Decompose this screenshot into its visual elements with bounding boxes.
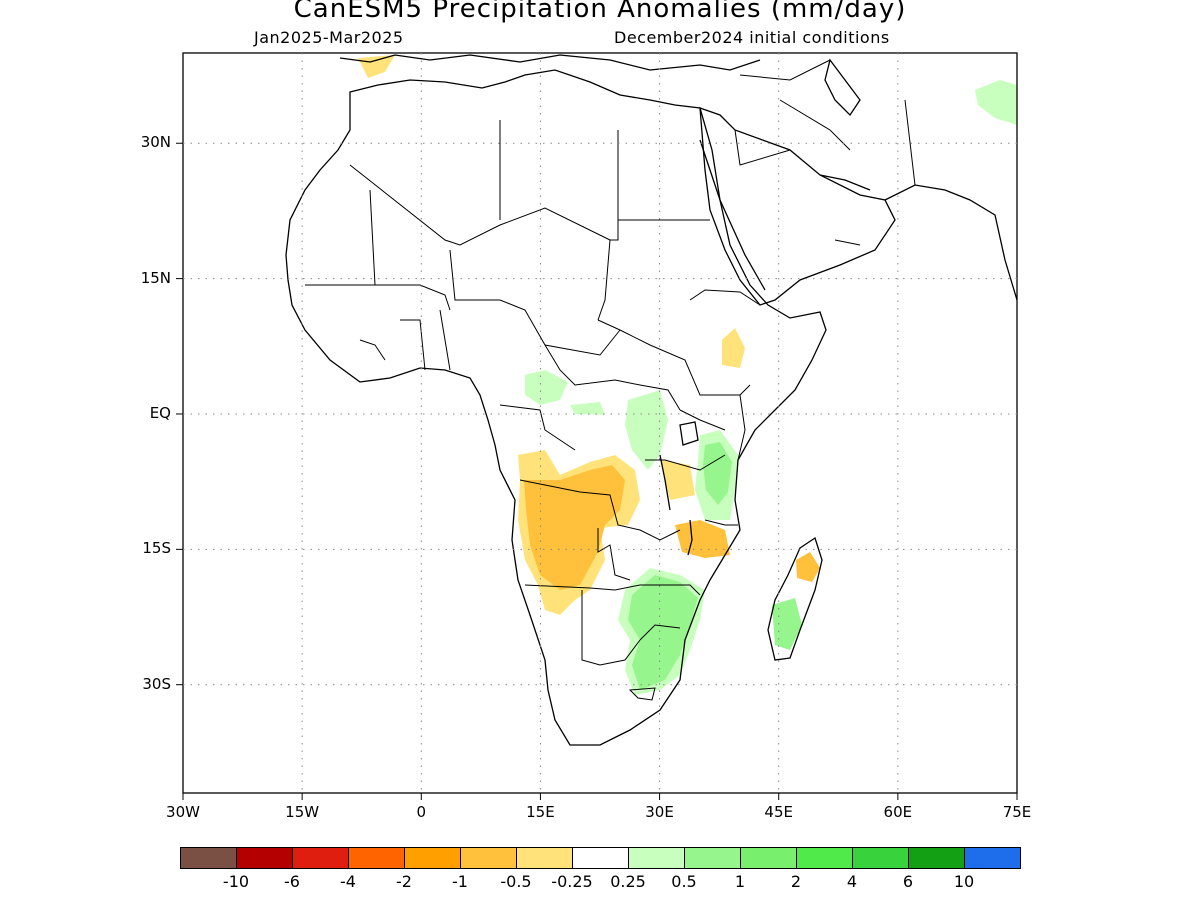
colorbar-label: -4 [340, 872, 356, 891]
anomaly-congo-wet [570, 402, 605, 415]
colorbar-label: -0.5 [500, 872, 532, 891]
anomaly-tanzania-dry [660, 460, 695, 500]
anomaly-madagascar-dry [796, 552, 820, 582]
madagascar [767, 536, 823, 661]
lake-victoria [679, 421, 699, 446]
colorbar-label: 0.5 [671, 872, 697, 891]
arabian-peninsula [699, 107, 896, 306]
colorbar-label: -0.25 [551, 872, 593, 891]
colorbar-swatch [964, 847, 1021, 869]
colorbar-label: -10 [222, 872, 250, 891]
map-title: CanESM5 Precipitation Anomalies (mm/day) [293, 0, 907, 24]
lat-tick-label: 30S [142, 674, 171, 693]
anomaly-shading [358, 55, 1017, 695]
colorbar-swatch [684, 847, 741, 869]
colorbar-label: 10 [953, 872, 975, 891]
lake-malawi [687, 519, 693, 556]
lon-tick-label: 75E [1002, 803, 1032, 821]
colorbar-swatch [236, 847, 293, 869]
lat-tick-label: 30N [140, 133, 171, 152]
red-sea [699, 139, 766, 291]
colorbar-swatch [292, 847, 349, 869]
colorbar-label: 0.25 [610, 872, 646, 891]
colorbar-swatch [908, 847, 965, 869]
anomaly-angola-core [524, 465, 625, 590]
lat-tick-label: EQ [149, 403, 171, 422]
colorbar-label: 2 [790, 872, 802, 891]
colorbar-swatch [348, 847, 405, 869]
lon-tick-label: 60E [883, 803, 913, 821]
lake-tanganyika [659, 454, 671, 511]
asia-coast [884, 184, 1017, 301]
anomaly-iran-wet [975, 80, 1017, 125]
lon-tick-label: 30W [166, 803, 200, 821]
coastlines [285, 54, 1017, 746]
anomaly-cameroon-wet [525, 370, 568, 405]
lon-tick-label: 0 [416, 803, 427, 821]
anomaly-ethiopia-dry [722, 328, 745, 368]
colorbar-label: -6 [284, 872, 300, 891]
lat-tick-label: 15S [142, 539, 171, 558]
colorbar-label: -2 [396, 872, 412, 891]
lon-tick-label: 15W [285, 803, 320, 821]
anomaly-malawi-dry [675, 520, 730, 558]
colorbar-swatch [516, 847, 573, 869]
lon-tick-label: 45E [764, 803, 793, 821]
plot-frame [182, 52, 1018, 794]
anomaly-zimbabwe-core [628, 575, 698, 690]
lon-tick-label: 15E [526, 803, 555, 821]
colorbar-swatch [796, 847, 853, 869]
colorbar-swatch [460, 847, 517, 869]
colorbar-label: 4 [846, 872, 858, 891]
anomaly-morocco-dry [358, 55, 395, 78]
country-borders [305, 59, 916, 701]
colorbar-swatch [852, 847, 909, 869]
lat-tick-label: 15N [140, 268, 171, 287]
gridlines [183, 53, 1017, 793]
forecast-period: Jan2025-Mar2025 [254, 28, 404, 47]
colorbar-swatch [180, 847, 237, 869]
anomaly-great-lakes-wet [625, 390, 668, 470]
lon-tick-label: 30E [645, 803, 674, 821]
colorbar-label: 6 [902, 872, 914, 891]
colorbar-swatch [628, 847, 685, 869]
europe-coast [339, 54, 761, 71]
persian-gulf [819, 174, 871, 191]
colorbar-swatch [740, 847, 797, 869]
anomaly-madagascar-wet [772, 598, 802, 650]
colorbar-swatch [404, 847, 461, 869]
colorbar-label: 1 [734, 872, 746, 891]
axis-ticks [176, 142, 1018, 800]
africa-coastline [285, 69, 827, 746]
initial-conditions: December2024 initial conditions [614, 28, 890, 47]
anomaly-east-africa-core [703, 442, 732, 505]
caspian-sea [824, 58, 861, 117]
colorbar-swatch [572, 847, 629, 869]
colorbar-label: -1 [452, 872, 468, 891]
